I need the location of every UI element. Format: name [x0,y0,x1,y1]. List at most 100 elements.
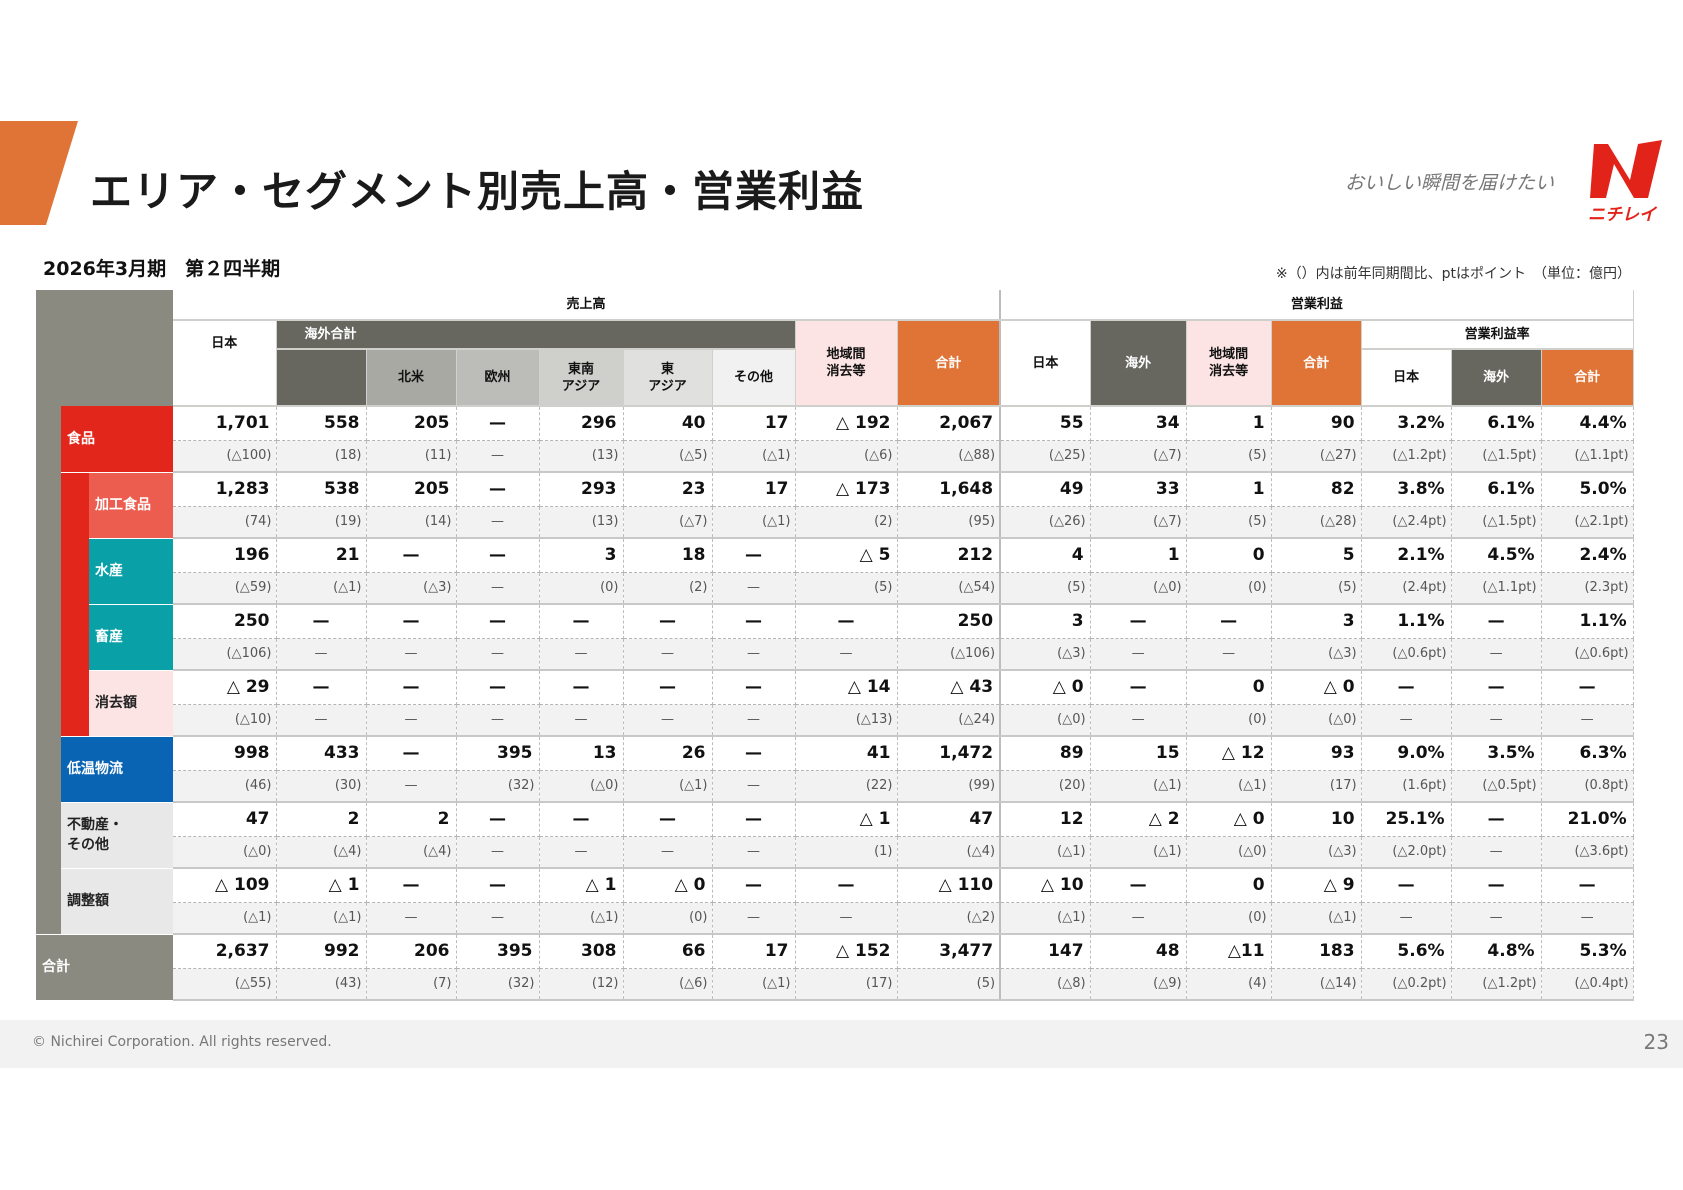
cell-value: △ 14 [795,670,898,705]
cell-yoy: (32) [456,968,540,1001]
cell-yoy: (△9) [1090,968,1187,1001]
cell-value: △ 0 [1186,802,1272,837]
cell-value: 1.1% [1541,604,1634,639]
cell-yoy: (△0.2pt) [1361,968,1452,1001]
cell-value: — [712,538,796,573]
cell-yoy: — [539,638,624,671]
cell-value: — [366,538,457,573]
cell-yoy: — [456,704,540,737]
cell-value: 17 [712,934,796,969]
cell-value: 66 [623,934,713,969]
cell-yoy: — [712,902,796,935]
header-sales-japan: 日本 [173,320,277,407]
cell-yoy: (△6) [623,968,713,1001]
cell-yoy: (46) [173,770,277,803]
cell-yoy: — [276,638,367,671]
cell-yoy: (△1) [623,770,713,803]
cell-yoy: — [623,704,713,737]
cell-value: — [456,538,540,573]
cell-value: 1 [1186,406,1272,441]
cell-yoy: — [623,836,713,869]
cell-yoy: (△106) [173,638,277,671]
cell-yoy: (0) [1186,704,1272,737]
segment-frame-bar [36,406,61,934]
cell-value: — [1361,670,1452,705]
cell-yoy: (△6) [795,440,898,473]
cell-value: 13 [539,736,624,771]
cell-value: 10 [1271,802,1362,837]
cell-yoy: (△1) [276,572,367,605]
cell-yoy: (2) [623,572,713,605]
copyright: © Nichirei Corporation. All rights reser… [32,1034,332,1050]
header-margin-japan: 日本 [1361,349,1452,407]
cell-value: 5.6% [1361,934,1452,969]
cell-value: — [366,868,457,903]
cell-yoy: (△27) [1271,440,1362,473]
table-row-total: 合計 2,637 992 206 395 308 66 17 △ 152 3,477 147 48 △1… [36,934,1634,1001]
cell-value: — [539,670,624,705]
cell-value: 2 [366,802,457,837]
cell-value: 41 [795,736,898,771]
cell-yoy: (△2) [897,902,1002,935]
cell-value: — [623,802,713,837]
cell-yoy: (△1.1pt) [1451,572,1542,605]
cell-yoy: (74) [173,506,277,539]
header-other: その他 [712,349,796,407]
cell-yoy: — [456,506,540,539]
cell-yoy: (1.6pt) [1361,770,1452,803]
cell-value: 18 [623,538,713,573]
cell-yoy: — [1361,902,1452,935]
table-row-yoy-food: (△100) (18) (11) — (13) (△5) (△1) (△6) (△88) (△25… [36,440,1634,473]
cell-value: 6.1% [1451,406,1542,441]
cell-yoy: (32) [456,770,540,803]
cell-yoy: — [1541,902,1634,935]
cell-yoy: (0) [623,902,713,935]
cell-yoy: (4) [1186,968,1272,1001]
cell-value: 2,067 [897,406,1002,441]
cell-value: 1,283 [173,472,277,507]
cell-value: 3.8% [1361,472,1452,507]
cell-yoy: — [366,704,457,737]
cell-yoy: — [366,638,457,671]
cell-value: 2.4% [1541,538,1634,573]
cell-yoy: (△1) [1090,770,1187,803]
header-sales-total: 合計 [897,320,1002,407]
cell-value: 82 [1271,472,1362,507]
cell-value: — [1541,670,1634,705]
cell-yoy: (11) [366,440,457,473]
cell-yoy: (5) [1186,440,1272,473]
cell-value: 3,477 [897,934,1002,969]
cell-value: — [795,868,898,903]
cell-value: △ 0 [1000,670,1091,705]
cell-value: 1,472 [897,736,1002,771]
cell-yoy: (△106) [897,638,1002,671]
cell-value: 17 [712,472,796,507]
table-row-yoy-processed-food: (74) (19) (14) — (13) (△7) (△1) (2) (95) (△26) (△7… [36,506,1634,539]
cell-yoy: (△24) [897,704,1002,737]
cell-value: — [366,604,457,639]
cell-yoy: (△3.6pt) [1541,836,1634,869]
cell-value: △ 192 [795,406,898,441]
cell-yoy: (△55) [173,968,277,1001]
cell-yoy: — [456,572,540,605]
cell-yoy: (5) [795,572,898,605]
cell-value: △ 1 [539,868,624,903]
cell-yoy: (2.3pt) [1541,572,1634,605]
cell-yoy: (△59) [173,572,277,605]
footer: © Nichirei Corporation. All rights reser… [0,1020,1683,1068]
cell-value: 23 [623,472,713,507]
cell-yoy: (0) [1186,572,1272,605]
cell-value: 21.0% [1541,802,1634,837]
header-ea: 東 アジア [623,349,713,407]
cell-value: — [539,604,624,639]
cell-value: 433 [276,736,367,771]
cell-value: 21 [276,538,367,573]
cell-yoy: — [539,836,624,869]
cell-value: 12 [1000,802,1091,837]
header-margin: 営業利益率 [1361,320,1634,350]
cell-yoy: (△5) [623,440,713,473]
header-sea: 東南 アジア [539,349,624,407]
cell-value: 9.0% [1361,736,1452,771]
cell-yoy: (△4) [366,836,457,869]
cell-value: △ 110 [897,868,1002,903]
